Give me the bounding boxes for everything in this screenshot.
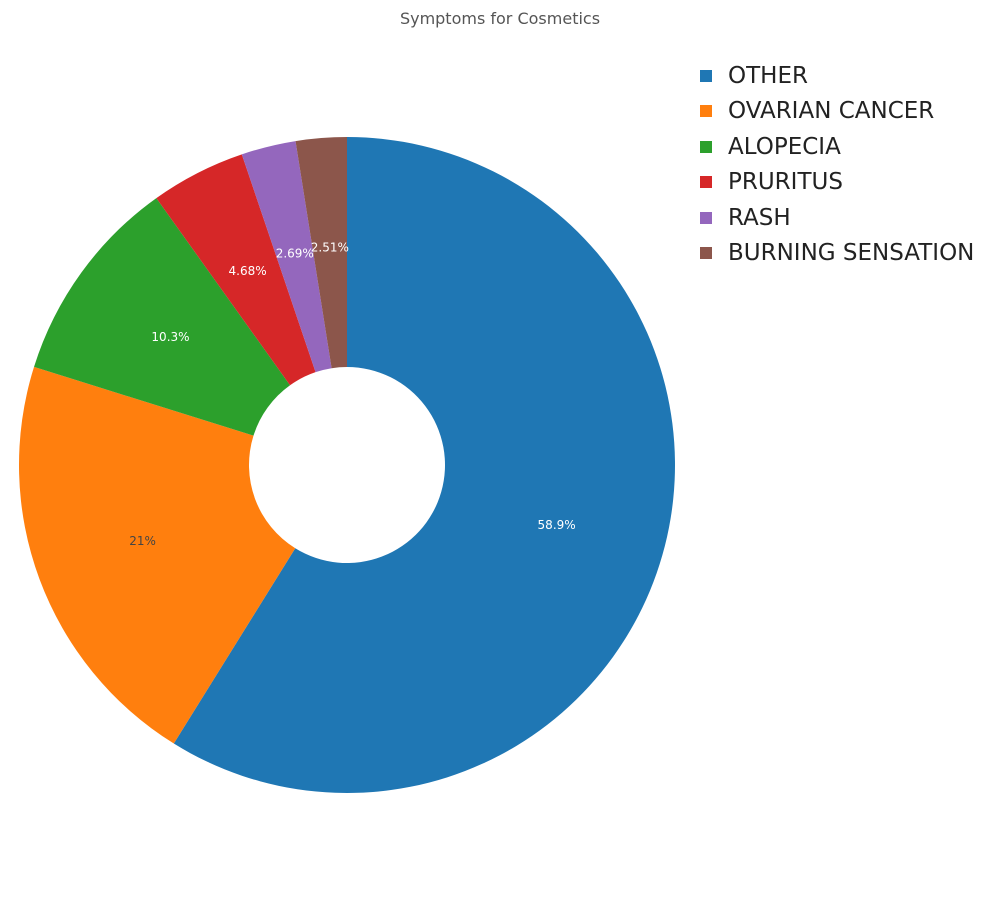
legend-item-ovarian-cancer[interactable]: OVARIAN CANCER xyxy=(700,94,974,130)
slice-label-ovarian-cancer: 21% xyxy=(129,534,156,548)
legend-item-pruritus[interactable]: PRURITUS xyxy=(700,165,974,201)
legend-item-rash[interactable]: RASH xyxy=(700,200,974,236)
legend-swatch xyxy=(700,176,712,189)
pie-slice-pruritus[interactable] xyxy=(156,154,316,386)
legend-swatch xyxy=(700,211,712,224)
slice-label-burning-sensation: 2.51% xyxy=(311,241,349,255)
legend-swatch xyxy=(700,105,712,118)
legend-swatch xyxy=(700,69,712,82)
pie-slice-other[interactable] xyxy=(173,137,676,793)
legend-label: ALOPECIA xyxy=(728,133,841,160)
legend-item-other[interactable]: OTHER xyxy=(700,58,974,94)
legend-label: RASH xyxy=(728,204,791,231)
legend-item-burning-sensation[interactable]: BURNING SENSATION xyxy=(700,236,974,272)
legend-swatch xyxy=(700,247,712,260)
pie-slice-rash[interactable] xyxy=(241,141,332,373)
legend: OTHER OVARIAN CANCER ALOPECIA PRURITUS RASH B… xyxy=(700,58,974,271)
slice-label-pruritus: 4.68% xyxy=(229,264,267,278)
legend-swatch xyxy=(700,140,712,153)
legend-label: PRURITUS xyxy=(728,169,843,196)
legend-item-alopecia[interactable]: ALOPECIA xyxy=(700,129,974,165)
legend-label: OVARIAN CANCER xyxy=(728,98,935,125)
slice-label-rash: 2.69% xyxy=(276,246,314,260)
pie-slice-alopecia[interactable] xyxy=(34,198,291,436)
pie-slice-ovarian-cancer[interactable] xyxy=(19,366,296,744)
legend-label: OTHER xyxy=(728,62,808,89)
chart-title: Symptoms for Cosmetics xyxy=(399,9,601,28)
slice-label-alopecia: 10.3% xyxy=(151,330,189,344)
pie-slice-burning-sensation[interactable] xyxy=(295,137,347,369)
legend-label: BURNING SENSATION xyxy=(728,240,975,267)
slice-label-other: 58.9% xyxy=(538,518,576,532)
